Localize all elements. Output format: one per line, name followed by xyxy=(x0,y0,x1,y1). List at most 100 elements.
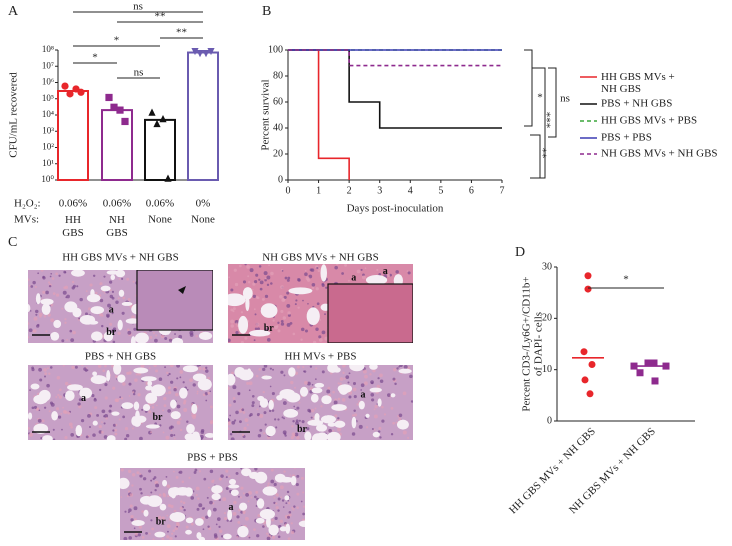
airspace xyxy=(121,301,133,306)
tissue: a br xyxy=(228,365,413,440)
tissue-dot xyxy=(272,368,274,371)
tissue-dot xyxy=(252,282,256,286)
y-tick-label: 10⁰ xyxy=(41,174,54,184)
tissue-dot xyxy=(300,327,305,332)
tissue-dot xyxy=(62,406,64,409)
tissue-dot xyxy=(137,393,141,397)
tissue-dot xyxy=(274,516,278,520)
tissue-dot xyxy=(233,400,236,403)
tissue-dot xyxy=(296,474,300,478)
data-point xyxy=(202,50,210,58)
tissue-dot xyxy=(89,283,93,287)
histology-image: a br xyxy=(28,270,213,343)
row-label: MVs: xyxy=(14,214,39,226)
tissue-dot xyxy=(64,436,68,440)
tissue-dot xyxy=(232,310,235,313)
tissue-dot xyxy=(176,525,179,528)
tissue-dot xyxy=(259,414,264,418)
tissue-dot xyxy=(94,406,98,410)
tissue-dot xyxy=(43,368,47,372)
airspace xyxy=(145,424,160,429)
tissue-dot xyxy=(209,405,213,409)
tissue-dot xyxy=(46,367,49,370)
tissue-dot xyxy=(253,495,257,499)
tissue-dot xyxy=(289,474,292,476)
tissue-dot xyxy=(281,416,284,419)
tissue-dot xyxy=(286,278,290,282)
tissue-dot xyxy=(124,437,128,440)
tissue-dot xyxy=(46,383,50,388)
tissue-dot xyxy=(246,265,250,269)
tissue-dot xyxy=(37,272,40,275)
tissue-dot xyxy=(289,321,293,325)
tissue-dot xyxy=(337,427,341,432)
airspace xyxy=(106,435,116,440)
airspace xyxy=(191,431,200,440)
tissue-dot xyxy=(33,405,38,409)
data-point xyxy=(191,47,199,56)
tissue-dot xyxy=(237,520,241,524)
tissue-dot xyxy=(104,365,107,368)
airspace xyxy=(30,383,40,390)
tissue-dot xyxy=(252,294,257,299)
airspace xyxy=(179,387,188,399)
tissue-dot xyxy=(127,469,132,474)
tissue-dot xyxy=(229,433,233,436)
tissue-dot xyxy=(150,479,153,482)
tissue-dot xyxy=(352,382,357,386)
tissue-dot xyxy=(251,401,255,405)
tissue-dot xyxy=(37,323,40,327)
tissue-dot xyxy=(267,482,270,485)
tissue-dot xyxy=(266,275,271,280)
tissue-dot xyxy=(148,469,152,473)
tissue-dot xyxy=(190,496,195,500)
tissue-dot xyxy=(68,422,73,427)
tissue-dot xyxy=(132,473,136,477)
tissue-dot xyxy=(398,413,403,418)
tissue-dot xyxy=(280,320,284,323)
tissue-dot xyxy=(239,420,242,424)
tissue-dot xyxy=(134,532,139,536)
tissue-dot xyxy=(277,497,281,501)
tissue-dot xyxy=(196,390,199,393)
tissue-dot xyxy=(210,419,213,424)
histology-image: a br xyxy=(28,365,213,440)
tissue-dot xyxy=(225,469,229,473)
tissue-dot xyxy=(230,324,234,328)
tissue-dot xyxy=(307,302,309,305)
tissue: a br xyxy=(28,270,213,343)
airspace xyxy=(103,331,114,342)
airspace xyxy=(304,431,312,440)
airspace xyxy=(390,393,396,398)
tissue-dot xyxy=(111,328,116,333)
airspace xyxy=(198,536,206,540)
tissue-dot xyxy=(275,502,278,505)
tissue-dot xyxy=(148,410,152,414)
tissue-dot xyxy=(312,416,315,418)
tissue-dot xyxy=(370,380,374,384)
tissue-dot xyxy=(126,328,130,332)
airspace xyxy=(262,486,278,496)
tissue-dot xyxy=(114,432,118,436)
tissue-dot xyxy=(236,535,239,538)
tissue-dot xyxy=(163,396,167,401)
tissue-dot xyxy=(353,395,357,399)
tissue-dot xyxy=(347,381,350,384)
tissue-dot xyxy=(335,264,339,266)
tissue-dot xyxy=(292,420,295,423)
tissue-dot xyxy=(79,297,83,302)
tissue-dot xyxy=(283,470,286,473)
tissue-dot xyxy=(310,408,315,413)
airspace xyxy=(306,307,320,326)
airspace xyxy=(228,373,236,386)
tissue-dot xyxy=(233,500,237,505)
tissue-dot xyxy=(182,381,185,384)
tissue-dot xyxy=(275,493,279,497)
tissue-dot xyxy=(302,365,305,369)
y-axis-label: Percent survival xyxy=(260,79,272,150)
tissue-dot xyxy=(37,418,42,423)
data-point xyxy=(159,115,167,123)
airspace xyxy=(28,412,33,420)
tissue-dot xyxy=(71,365,75,370)
